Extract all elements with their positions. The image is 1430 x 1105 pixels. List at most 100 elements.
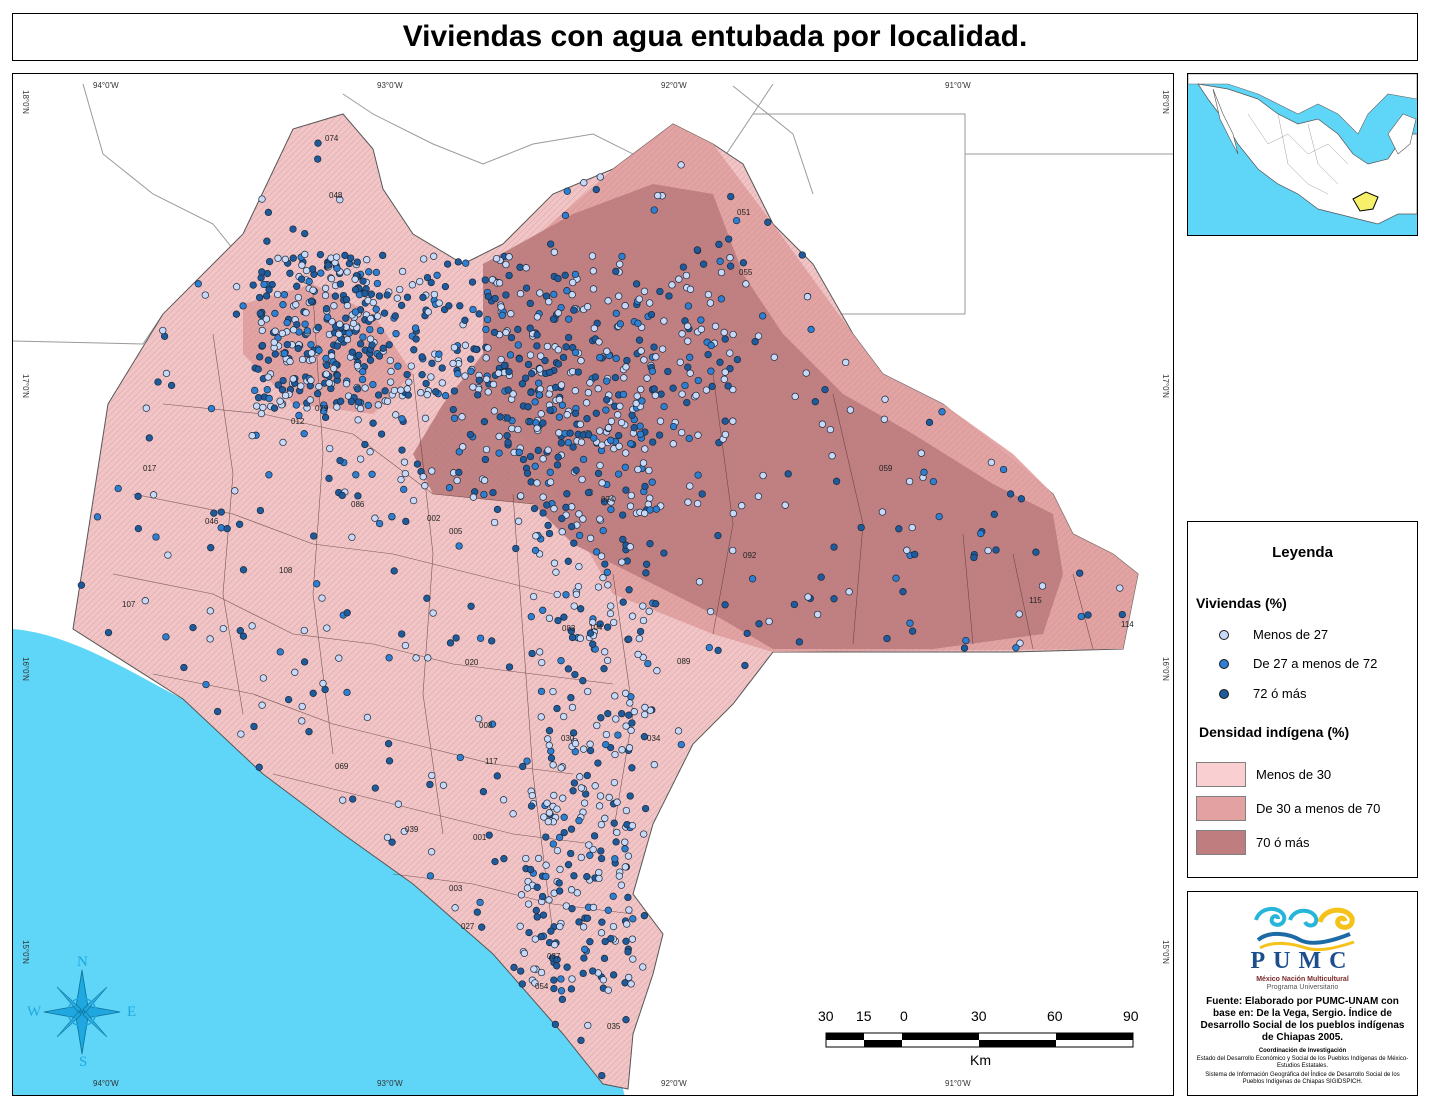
map-frame[interactable]: 074 048 059 051 012 017 046 086 108 107 020 008 117 0… — [12, 73, 1174, 1096]
locality-point — [617, 881, 626, 889]
locality-point — [306, 396, 314, 404]
locality-point — [619, 511, 627, 519]
locality-point — [420, 255, 428, 263]
locality-point — [929, 477, 938, 486]
locality-point — [384, 740, 393, 748]
relief-texture — [73, 114, 1138, 1089]
scale-label-30a: 30 — [818, 1008, 834, 1024]
locality-point — [264, 373, 272, 381]
locality-point — [754, 332, 763, 340]
locality-point — [528, 369, 536, 378]
locality-point — [1116, 584, 1124, 592]
locality-point — [339, 796, 347, 804]
locality-point — [977, 529, 985, 538]
locality-point — [610, 819, 618, 827]
map-canvas[interactable]: 074 048 059 051 012 017 046 086 108 107 020 008 117 0… — [13, 74, 1174, 1096]
locality-point — [609, 892, 617, 900]
locality-point — [498, 311, 506, 319]
locality-point — [423, 391, 431, 399]
locality-point — [336, 196, 344, 204]
locality-point — [371, 784, 379, 792]
locality-point — [180, 663, 188, 672]
locality-point — [654, 191, 662, 200]
locality-point — [905, 477, 914, 486]
locality-point — [491, 294, 499, 303]
locality-point — [295, 411, 303, 420]
locality-point — [721, 335, 729, 343]
locality-point — [405, 378, 413, 386]
legend-density-high: 70 ó más — [1256, 835, 1310, 850]
locality-point — [322, 305, 331, 313]
locality-point — [458, 413, 466, 421]
locality-point — [553, 461, 562, 469]
locality-point — [588, 252, 597, 260]
locality-point — [795, 638, 804, 646]
locality-point — [677, 740, 685, 749]
municipality-label: 035 — [607, 1022, 621, 1031]
locality-point — [611, 750, 619, 759]
locality-point — [300, 658, 309, 666]
locality-point — [545, 741, 553, 749]
municipality-label: 079 — [315, 404, 329, 413]
locality-point — [475, 715, 483, 723]
locality-point — [686, 482, 694, 490]
locality-point — [545, 390, 553, 398]
locality-point — [324, 313, 332, 321]
locality-point — [495, 432, 503, 441]
locality-point — [656, 417, 665, 425]
locality-point — [570, 872, 578, 880]
locality-point — [293, 282, 301, 290]
locality-point — [323, 361, 331, 369]
locality-point — [289, 326, 298, 334]
locality-point — [560, 828, 568, 837]
locality-point — [611, 855, 619, 863]
locality-point — [627, 693, 635, 701]
locality-point — [249, 281, 257, 289]
locality-point — [422, 379, 430, 388]
locality-point — [478, 923, 486, 931]
locality-point — [394, 800, 403, 808]
locality-point — [611, 373, 620, 382]
locality-point — [717, 295, 726, 303]
locality-point — [845, 588, 853, 596]
locality-point — [573, 889, 581, 897]
locality-point — [614, 731, 622, 739]
locality-point — [522, 284, 531, 292]
locality-point — [607, 602, 615, 610]
locality-point — [550, 791, 558, 800]
locality-point — [615, 442, 623, 450]
locality-point — [428, 467, 436, 475]
locality-point — [298, 261, 306, 269]
locality-point — [527, 388, 535, 397]
locality-point — [684, 302, 693, 310]
locality-point — [692, 391, 700, 400]
locality-point — [294, 293, 303, 302]
locality-point — [451, 904, 459, 912]
locality-point — [491, 857, 499, 866]
locality-point — [1118, 610, 1126, 619]
locality-point — [286, 357, 294, 366]
locality-point — [818, 420, 827, 428]
scale-label-15: 15 — [856, 1008, 872, 1024]
locality-point — [606, 609, 615, 618]
locality-point — [647, 310, 656, 319]
locality-point — [255, 293, 264, 302]
locality-point — [568, 291, 576, 299]
locality-point — [281, 391, 290, 400]
locality-point — [274, 381, 282, 389]
locality-point — [263, 386, 271, 394]
locality-point — [650, 206, 658, 214]
locality-point — [555, 879, 563, 887]
locality-point — [539, 606, 547, 614]
locality-point — [482, 325, 490, 334]
locality-point — [480, 418, 489, 426]
locality-point — [611, 692, 619, 700]
locality-point — [207, 544, 215, 552]
locality-point — [536, 365, 544, 373]
municipality-label: 048 — [329, 191, 343, 200]
locality-point — [677, 161, 685, 169]
locality-point — [569, 729, 578, 737]
locality-point — [633, 392, 641, 400]
locality-point — [623, 920, 631, 928]
locality-point — [600, 954, 609, 963]
